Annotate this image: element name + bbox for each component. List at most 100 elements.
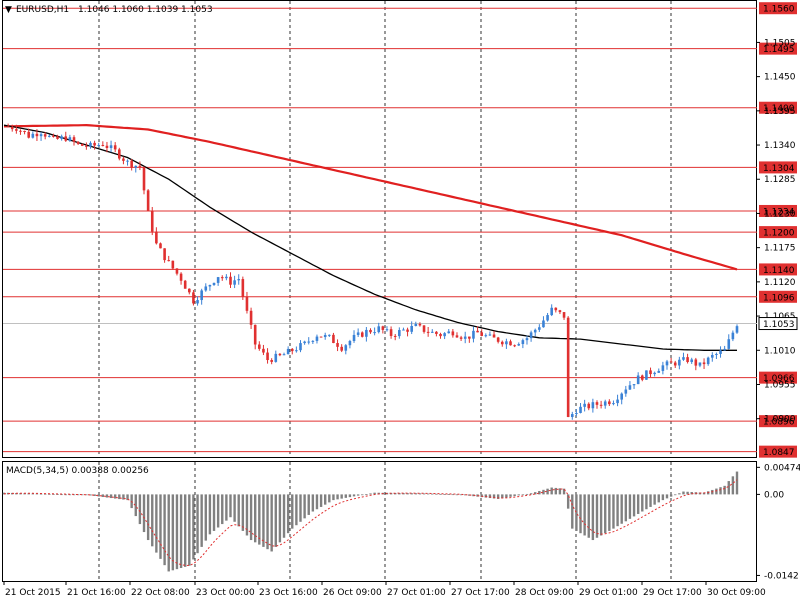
macd-bar [155, 494, 158, 553]
dropdown-arrow-icon[interactable]: ▼ [5, 5, 12, 15]
candle-body [130, 160, 133, 168]
candle-body [727, 339, 731, 349]
macd-bar [451, 494, 455, 496]
macd-bar [661, 494, 665, 501]
time-label: 29 Oct 01:00 [579, 588, 638, 598]
candle-body [311, 340, 315, 342]
candle-body [558, 310, 562, 313]
macd-bar [587, 494, 590, 538]
candle-body [373, 332, 376, 334]
candle-body [290, 348, 294, 352]
candle-body [480, 332, 483, 336]
candle-body [220, 277, 224, 279]
candle-body [278, 353, 282, 356]
macd-bar [616, 494, 619, 527]
candle-body [422, 325, 426, 332]
candle-body [303, 341, 306, 344]
candle-body [241, 279, 245, 297]
macd-bar [151, 494, 154, 547]
macd-bar [109, 494, 113, 499]
macd-bar [89, 494, 92, 496]
macd-bar [464, 494, 467, 496]
candle-body [212, 282, 216, 285]
macd-bar [324, 494, 327, 505]
macd-bar [332, 494, 335, 501]
candle-body [200, 290, 203, 301]
macd-bar [492, 494, 496, 499]
candle-body [332, 334, 335, 344]
macd-bar [398, 493, 401, 495]
candle-body [105, 145, 109, 148]
candle-body [505, 341, 508, 345]
chart-symbol: EURUSD,H1 [16, 5, 69, 15]
macd-histogram [2, 471, 739, 572]
candle-body [245, 296, 249, 311]
macd-bar [282, 494, 286, 538]
macd-bar [336, 494, 339, 500]
candle-body [673, 362, 677, 366]
macd-bar [105, 494, 109, 498]
macd-bar [208, 494, 212, 535]
price-tick-label: 1.1450 [764, 73, 796, 83]
candle-body [72, 137, 76, 142]
candle-body [472, 330, 475, 339]
macd-bar [183, 494, 187, 567]
candle-body [237, 279, 241, 281]
candle-body [381, 326, 385, 330]
macd-bar [68, 494, 72, 496]
candle-body [529, 332, 533, 339]
candle-body [43, 134, 47, 137]
macd-bar [505, 494, 508, 498]
candle-body [360, 332, 364, 337]
macd-bar [513, 494, 516, 497]
candle-body [690, 359, 694, 363]
level-tag [759, 42, 797, 55]
macd-bar [529, 493, 533, 495]
macd-bar [163, 494, 166, 566]
level-tag-label: 1.0966 [763, 374, 795, 384]
candle-body [299, 343, 302, 351]
macd-bar [645, 494, 648, 510]
macd-bar [23, 493, 26, 495]
candle-body [307, 341, 311, 343]
macd-bar [52, 494, 55, 495]
macd-bar [348, 494, 352, 498]
candle-body [85, 145, 88, 147]
level-tag-label: 1.0896 [763, 418, 795, 428]
candle-body [336, 343, 339, 347]
macd-bar [35, 493, 39, 495]
candle-body [587, 403, 591, 409]
level-tag-label: 1.1560 [763, 5, 795, 15]
macd-bar [225, 494, 228, 521]
candle-body [533, 329, 537, 333]
macd-bar [27, 493, 30, 495]
candle-body [6, 126, 10, 128]
macd-bar [85, 494, 88, 496]
macd-bar [653, 494, 656, 505]
candle-body [451, 331, 455, 336]
time-label: 21 Oct 16:00 [67, 588, 126, 598]
macd-bar [566, 494, 570, 509]
candle-body [476, 330, 479, 333]
candle-body [620, 393, 623, 400]
candle-body [97, 144, 101, 146]
candle-body [348, 341, 352, 346]
macd-bar [369, 493, 372, 495]
candle-body [702, 362, 706, 365]
candle-body [64, 136, 68, 141]
macd-bar [101, 494, 105, 498]
current-price-label: 1.1053 [763, 320, 795, 330]
price-tick-label: 1.0955 [764, 380, 796, 390]
macd-tick-label: 0.00474 [764, 463, 800, 473]
candle-body [27, 131, 31, 138]
candle-body [389, 329, 393, 336]
candle-body [138, 165, 142, 168]
macd-bar [702, 492, 706, 495]
candle-body [628, 385, 632, 390]
candle-body [636, 375, 640, 385]
vertical-gridlines [98, 1, 672, 581]
candle-body [47, 135, 51, 137]
macd-bar [138, 494, 142, 525]
macd-bar [60, 494, 63, 496]
